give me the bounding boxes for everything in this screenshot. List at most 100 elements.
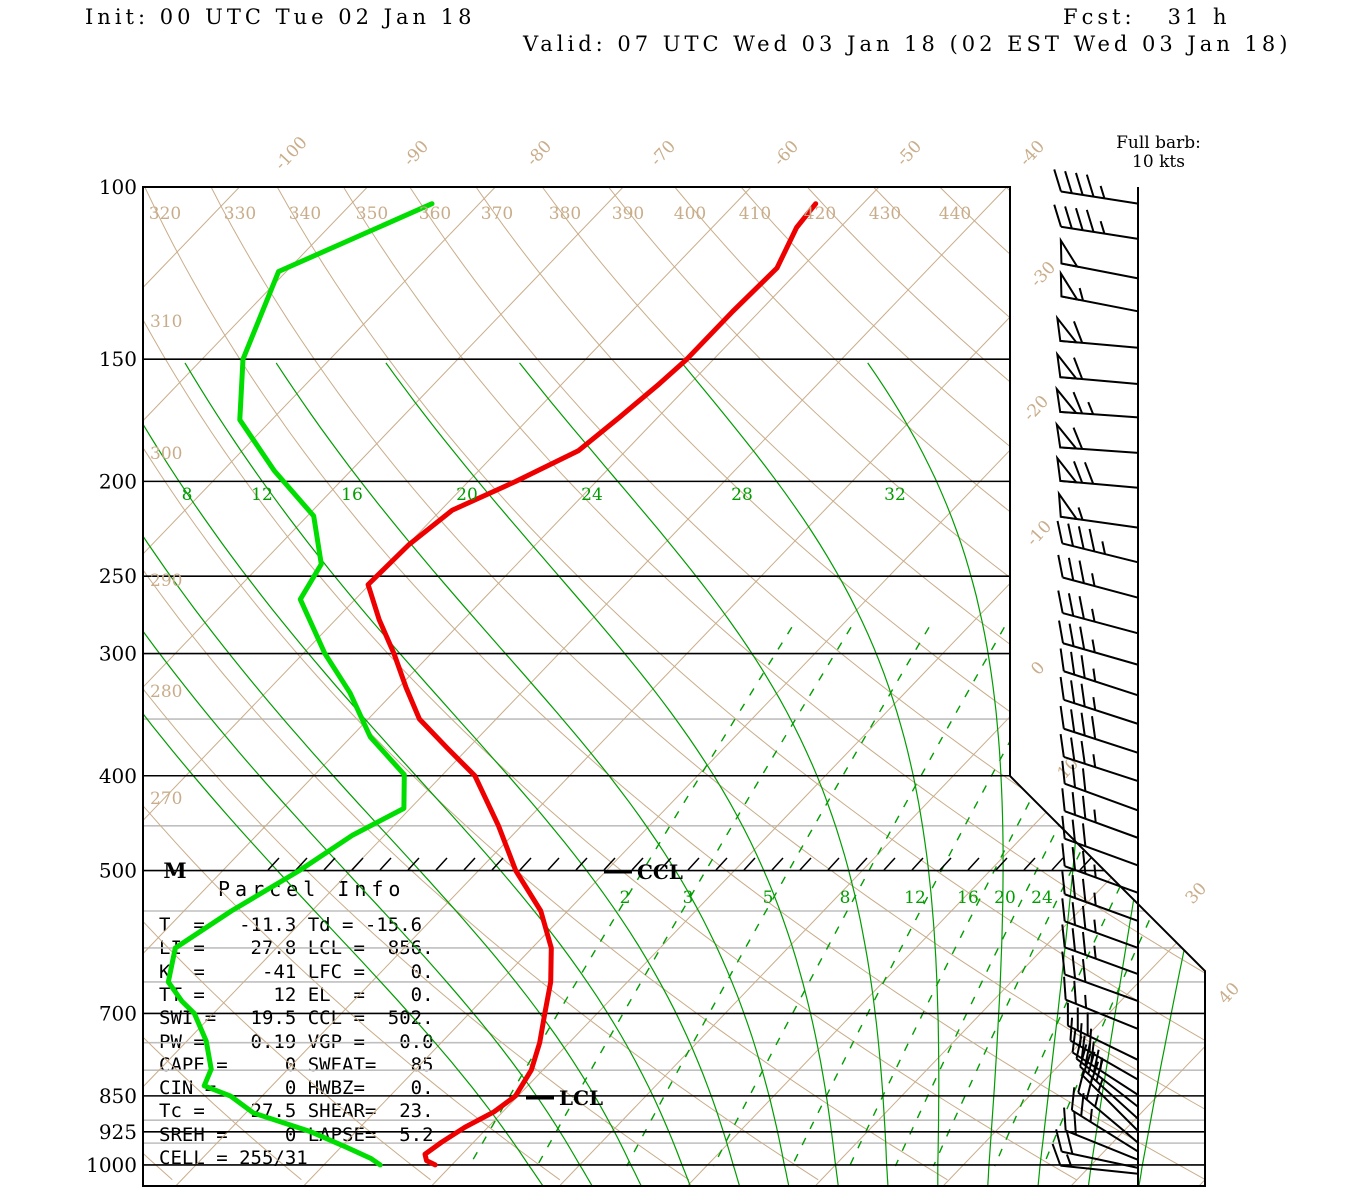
pressure-axis-label: 150 bbox=[99, 347, 137, 371]
isotherm-label: -100 bbox=[271, 133, 312, 175]
dry-adiabat-label: 300 bbox=[150, 444, 182, 464]
dry-adiabat-label: 410 bbox=[739, 204, 771, 224]
temperature-curve bbox=[365, 201, 819, 1168]
mixing-ratio-label: 2 bbox=[620, 888, 631, 908]
wind-barb bbox=[1061, 871, 1139, 922]
wind-barb bbox=[1063, 976, 1139, 1030]
isotherm-label: 0 bbox=[1027, 658, 1049, 680]
moist-adiabat-label: 28 bbox=[731, 485, 753, 505]
wind-barb bbox=[1066, 1002, 1139, 1061]
forecast-hour-label: Fcst: 31 h bbox=[1063, 5, 1231, 29]
wind-barb bbox=[1059, 236, 1139, 280]
mixing-ratio-lines bbox=[468, 626, 1205, 1167]
isotherm-label: -10 bbox=[1023, 517, 1056, 551]
wind-barb bbox=[1055, 385, 1139, 419]
isotherm-label: -50 bbox=[893, 137, 926, 171]
pressure-axis-label: 500 bbox=[99, 859, 137, 883]
dry-adiabat-label: 320 bbox=[149, 204, 181, 224]
wind-barb bbox=[1055, 350, 1139, 385]
pressure-axis-label: 100 bbox=[99, 175, 137, 199]
wind-barb bbox=[1059, 648, 1139, 697]
dry-adiabat-label: 380 bbox=[549, 204, 581, 224]
isotherm-label: -90 bbox=[400, 137, 433, 171]
wind-barb bbox=[1057, 554, 1139, 599]
wind-barb bbox=[1055, 1129, 1139, 1169]
lcl-marker: LCL bbox=[559, 1086, 603, 1110]
wind-barb bbox=[1061, 951, 1139, 1003]
isotherm-label: -20 bbox=[1020, 392, 1053, 426]
full-barb-legend-line2: 10 kts bbox=[1132, 152, 1185, 172]
init-time-label: Init: 00 UTC Tue 02 Jan 18 bbox=[85, 5, 476, 29]
dry-adiabat-label: 310 bbox=[150, 312, 182, 332]
wind-barb bbox=[1055, 421, 1139, 454]
dry-adiabat-label: 280 bbox=[150, 682, 182, 702]
isotherm-label: 30 bbox=[1182, 879, 1211, 908]
plot-area bbox=[143, 187, 1205, 1186]
pressure-axis-label: 200 bbox=[99, 469, 137, 493]
mixing-ratio-label: 20 bbox=[994, 888, 1016, 908]
wind-barb bbox=[1059, 705, 1139, 754]
wind-barb bbox=[1055, 314, 1139, 349]
wind-barb bbox=[1059, 734, 1139, 782]
dry-adiabat-label: 350 bbox=[356, 204, 388, 224]
mixing-ratio-label: 8 bbox=[840, 888, 851, 908]
wind-barb bbox=[1053, 169, 1139, 205]
wind-barb bbox=[1059, 269, 1139, 313]
full-barb-legend-line1: Full barb: bbox=[1116, 133, 1201, 153]
dry-adiabat-label: 360 bbox=[419, 204, 451, 224]
pressure-axis-label: 700 bbox=[99, 1001, 137, 1025]
major-pressure-lines bbox=[143, 187, 1205, 1166]
wind-barb bbox=[1061, 924, 1139, 975]
dewpoint-curve bbox=[165, 201, 435, 1168]
wind-barb bbox=[1061, 843, 1139, 894]
mixing-ratio-label: 24 bbox=[1031, 888, 1053, 908]
pressure-axis-label: 1000 bbox=[86, 1153, 137, 1177]
valid-time-label: Valid: 07 UTC Wed 03 Jan 18 (02 EST Wed … bbox=[523, 32, 1292, 56]
plot-border bbox=[142, 186, 1206, 1187]
dry-adiabat-label: 420 bbox=[804, 204, 836, 224]
dry-adiabat-label: 440 bbox=[939, 204, 971, 224]
dry-adiabat-label: 290 bbox=[150, 571, 182, 591]
dry-adiabat-label: 330 bbox=[224, 204, 256, 224]
moist-adiabat-label: 12 bbox=[251, 485, 273, 505]
pressure-axis-label: 250 bbox=[99, 564, 137, 588]
m-marker: M bbox=[163, 858, 186, 883]
pressure-axis-label: 400 bbox=[99, 764, 137, 788]
wind-barb bbox=[1053, 204, 1139, 240]
isotherm-label: -40 bbox=[1016, 137, 1049, 171]
parcel-info-row: CELL = 255/31 bbox=[159, 1147, 308, 1169]
pressure-axis-label: 925 bbox=[99, 1120, 137, 1144]
wind-barb bbox=[1061, 760, 1139, 812]
dry-adiabat-label: 390 bbox=[612, 204, 644, 224]
moist-adiabat-label: 32 bbox=[884, 485, 906, 505]
parcel-info-row: TT = 12 EL = 0. bbox=[159, 984, 434, 1006]
wind-barb bbox=[1058, 620, 1139, 666]
moist-adiabat-label: 20 bbox=[456, 485, 478, 505]
wind-barb bbox=[1061, 788, 1139, 839]
dry-adiabat-label: 370 bbox=[481, 204, 513, 224]
isotherm-label: -30 bbox=[1027, 258, 1060, 292]
wind-barb bbox=[1057, 490, 1139, 529]
wind-barb bbox=[1051, 1143, 1139, 1175]
wind-barb bbox=[1063, 1107, 1139, 1161]
wind-barb bbox=[1055, 454, 1139, 489]
isotherm-label: 40 bbox=[1215, 979, 1244, 1008]
moist-adiabat-label: 16 bbox=[341, 485, 363, 505]
moist-adiabat-label: 8 bbox=[182, 485, 193, 505]
mixing-ratio-label: 3 bbox=[683, 888, 694, 908]
pressure-axis-label: 850 bbox=[99, 1084, 137, 1108]
isotherm-label: -60 bbox=[770, 137, 803, 171]
wind-barb bbox=[1077, 1069, 1139, 1144]
wind-barb bbox=[1059, 676, 1139, 725]
wind-barb bbox=[1057, 590, 1139, 635]
isotherm-label: -70 bbox=[647, 137, 680, 171]
dry-adiabat-label: 430 bbox=[869, 204, 901, 224]
dry-adiabat-label: 400 bbox=[674, 204, 706, 224]
wind-barb bbox=[1056, 520, 1139, 564]
pressure-axis-label: 300 bbox=[99, 642, 137, 666]
moist-adiabat-label: 24 bbox=[581, 485, 603, 505]
hatch-ticks-500 bbox=[267, 857, 1092, 871]
wind-barb bbox=[1061, 898, 1139, 949]
